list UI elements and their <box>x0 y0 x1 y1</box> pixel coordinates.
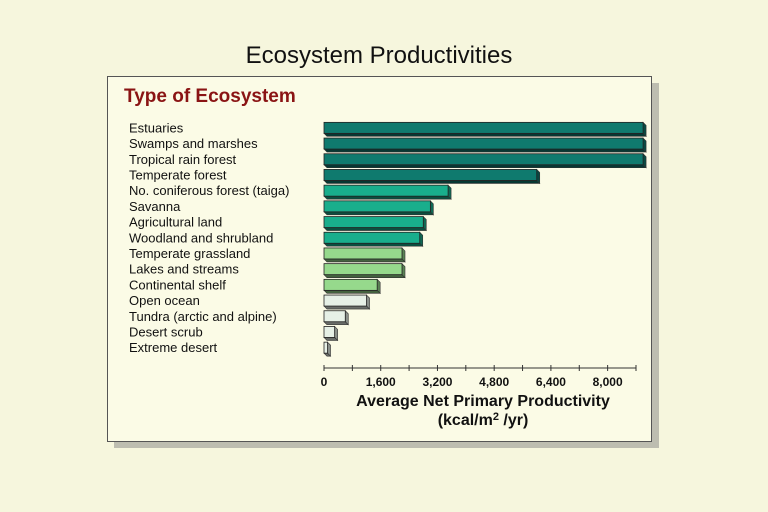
bar <box>323 121 644 134</box>
bar-bottom <box>323 242 424 247</box>
x-tick-label: 3,200 <box>422 375 452 389</box>
x-tick-label: 6,400 <box>536 375 566 389</box>
bar <box>323 216 424 228</box>
bar-bottom <box>323 290 381 294</box>
bar-bottom <box>323 305 371 310</box>
bar <box>323 184 449 197</box>
x-tick-label: 4,800 <box>479 375 509 389</box>
x-tick-label: 0 <box>321 375 328 389</box>
category-label: Estuaries <box>129 120 184 135</box>
category-label: Lakes and streams <box>129 262 239 277</box>
category-label: Tundra (arctic and alpine) <box>129 309 277 324</box>
x-axis-title-units: (kcal/m2 /yr) <box>438 411 529 429</box>
bar <box>323 169 538 181</box>
category-label: Desert scrub <box>129 324 203 339</box>
bar <box>323 294 367 307</box>
x-axis-title: Average Net Primary Productivity <box>356 393 610 410</box>
bar <box>323 231 421 244</box>
category-label: No. coniferous forest (taiga) <box>129 183 289 198</box>
bar-bottom <box>323 258 406 263</box>
category-label: Woodland and shrubland <box>129 230 273 245</box>
bar <box>323 247 403 260</box>
category-label: Open ocean <box>129 293 200 308</box>
bar-bottom <box>323 148 647 153</box>
x-tick-label: 1,600 <box>366 375 396 389</box>
x-axis-units-prefix: (kcal/m <box>438 412 493 429</box>
category-label: Temperate forest <box>129 167 227 182</box>
bar-bottom <box>323 195 452 200</box>
bar <box>323 341 328 354</box>
bar <box>323 200 431 213</box>
category-label: Savanna <box>129 199 181 214</box>
bar <box>323 137 644 150</box>
bar <box>323 326 336 338</box>
category-label: Temperate grassland <box>129 246 250 261</box>
category-label: Agricultural land <box>129 215 222 230</box>
x-axis-units-suffix: /yr) <box>499 412 528 429</box>
bar <box>323 153 644 166</box>
x-axis-units-exponent: 2 <box>493 411 499 423</box>
bar-bottom <box>323 164 647 169</box>
bar <box>323 310 346 323</box>
bar-bottom <box>323 227 427 231</box>
bar <box>323 278 378 291</box>
category-label: Extreme desert <box>129 340 218 355</box>
bar-bottom <box>323 211 435 216</box>
bar-bottom <box>323 274 406 278</box>
category-axis-title: Type of Ecosystem <box>124 86 296 107</box>
category-label: Continental shelf <box>129 277 226 292</box>
bar-bottom <box>323 321 349 326</box>
category-label: Swamps and marshes <box>129 136 258 151</box>
bar-bottom <box>323 133 647 137</box>
bar-bottom <box>323 180 541 184</box>
x-tick-label: 8,000 <box>593 375 623 389</box>
category-label: Tropical rain forest <box>129 152 237 167</box>
chart-title: Ecosystem Productivities <box>245 42 513 69</box>
bar <box>323 263 403 276</box>
